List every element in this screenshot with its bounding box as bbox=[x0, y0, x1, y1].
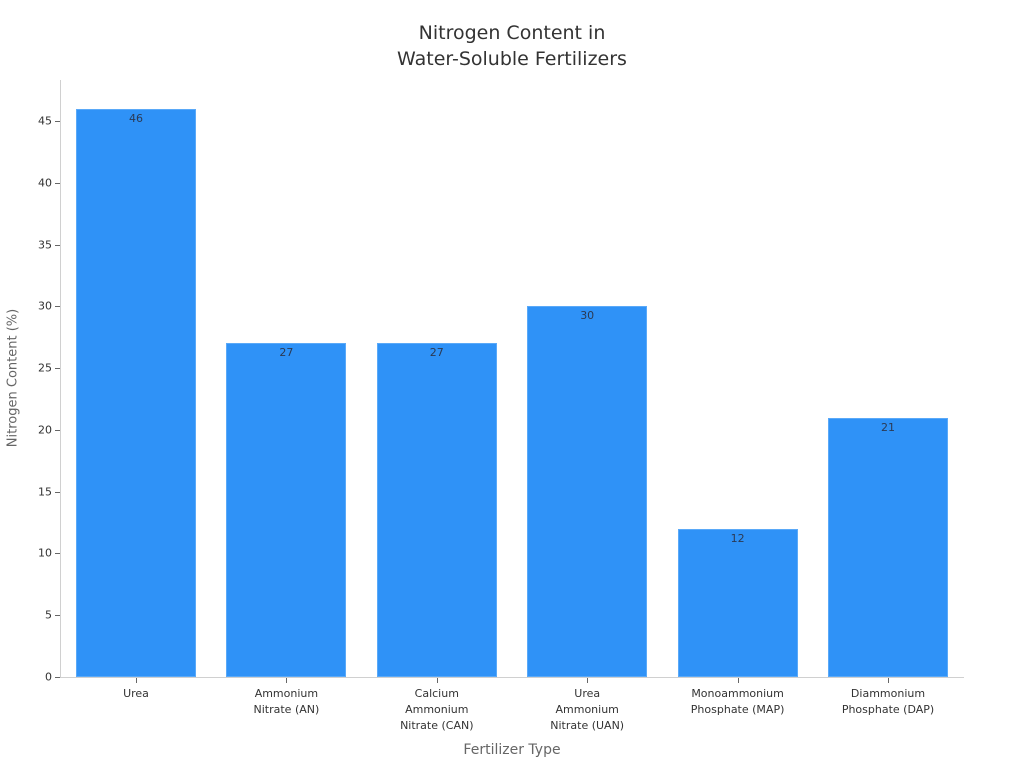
x-tick bbox=[587, 678, 589, 683]
y-tick bbox=[55, 306, 60, 308]
bar-value-label: 46 bbox=[129, 111, 143, 125]
x-tick-label: Diammonium Phosphate (DAP) bbox=[841, 687, 935, 716]
y-tick bbox=[55, 182, 60, 184]
y-tick-label: 45 bbox=[38, 114, 52, 128]
y-tick-label: 5 bbox=[45, 608, 52, 622]
x-axis-label: Fertilizer Type bbox=[463, 742, 561, 758]
bar bbox=[677, 528, 798, 677]
bar bbox=[226, 343, 347, 677]
y-tick bbox=[55, 491, 60, 493]
x-tick-label: Monoammonium Phosphate (MAP) bbox=[690, 687, 785, 716]
bar-value-label: 27 bbox=[429, 346, 444, 360]
bar-value-label: 30 bbox=[580, 309, 595, 323]
x-tick-label: Calcium Ammonium Nitrate (CAN) bbox=[400, 687, 474, 732]
y-tick bbox=[55, 368, 60, 370]
y-tick bbox=[55, 677, 60, 678]
y-tick-label: 20 bbox=[38, 423, 52, 437]
bar-value-label: 27 bbox=[279, 346, 294, 360]
x-tick-label: Ammonium Nitrate (AN) bbox=[253, 687, 320, 716]
chart-title: Nitrogen Content in Water-Soluble Fertil… bbox=[0, 20, 1024, 72]
x-tick bbox=[737, 678, 739, 683]
y-tick-label: 25 bbox=[38, 361, 52, 375]
y-tick bbox=[55, 121, 60, 122]
x-axis-line bbox=[60, 677, 964, 678]
y-tick bbox=[55, 429, 60, 431]
y-tick-label: 10 bbox=[38, 546, 52, 560]
bar bbox=[828, 417, 948, 677]
chart-title-line-2: Water-Soluble Fertilizers bbox=[397, 48, 627, 70]
bar bbox=[527, 306, 648, 677]
x-tick-label: Urea Ammonium Nitrate (UAN) bbox=[550, 687, 625, 732]
x-tick bbox=[888, 678, 889, 683]
y-tick bbox=[55, 615, 60, 617]
y-tick-label: 0 bbox=[45, 670, 52, 684]
bar bbox=[376, 343, 497, 677]
bar-value-label: 21 bbox=[881, 420, 895, 434]
x-tick bbox=[436, 678, 438, 683]
x-tick bbox=[286, 678, 288, 683]
y-tick bbox=[55, 244, 60, 246]
y-tick-label: 30 bbox=[38, 299, 52, 313]
y-axis-line bbox=[60, 80, 61, 677]
y-tick bbox=[55, 553, 60, 555]
x-tick bbox=[136, 678, 137, 683]
bar bbox=[76, 108, 196, 677]
y-tick-label: 35 bbox=[38, 238, 52, 252]
y-tick-label: 15 bbox=[38, 485, 52, 499]
chart-title-line-1: Nitrogen Content in bbox=[418, 22, 606, 44]
y-axis-label: Nitrogen Content (%) bbox=[5, 308, 21, 448]
y-tick-label: 40 bbox=[38, 176, 52, 190]
x-tick-label: Urea bbox=[123, 687, 149, 700]
bar-value-label: 12 bbox=[730, 531, 745, 545]
